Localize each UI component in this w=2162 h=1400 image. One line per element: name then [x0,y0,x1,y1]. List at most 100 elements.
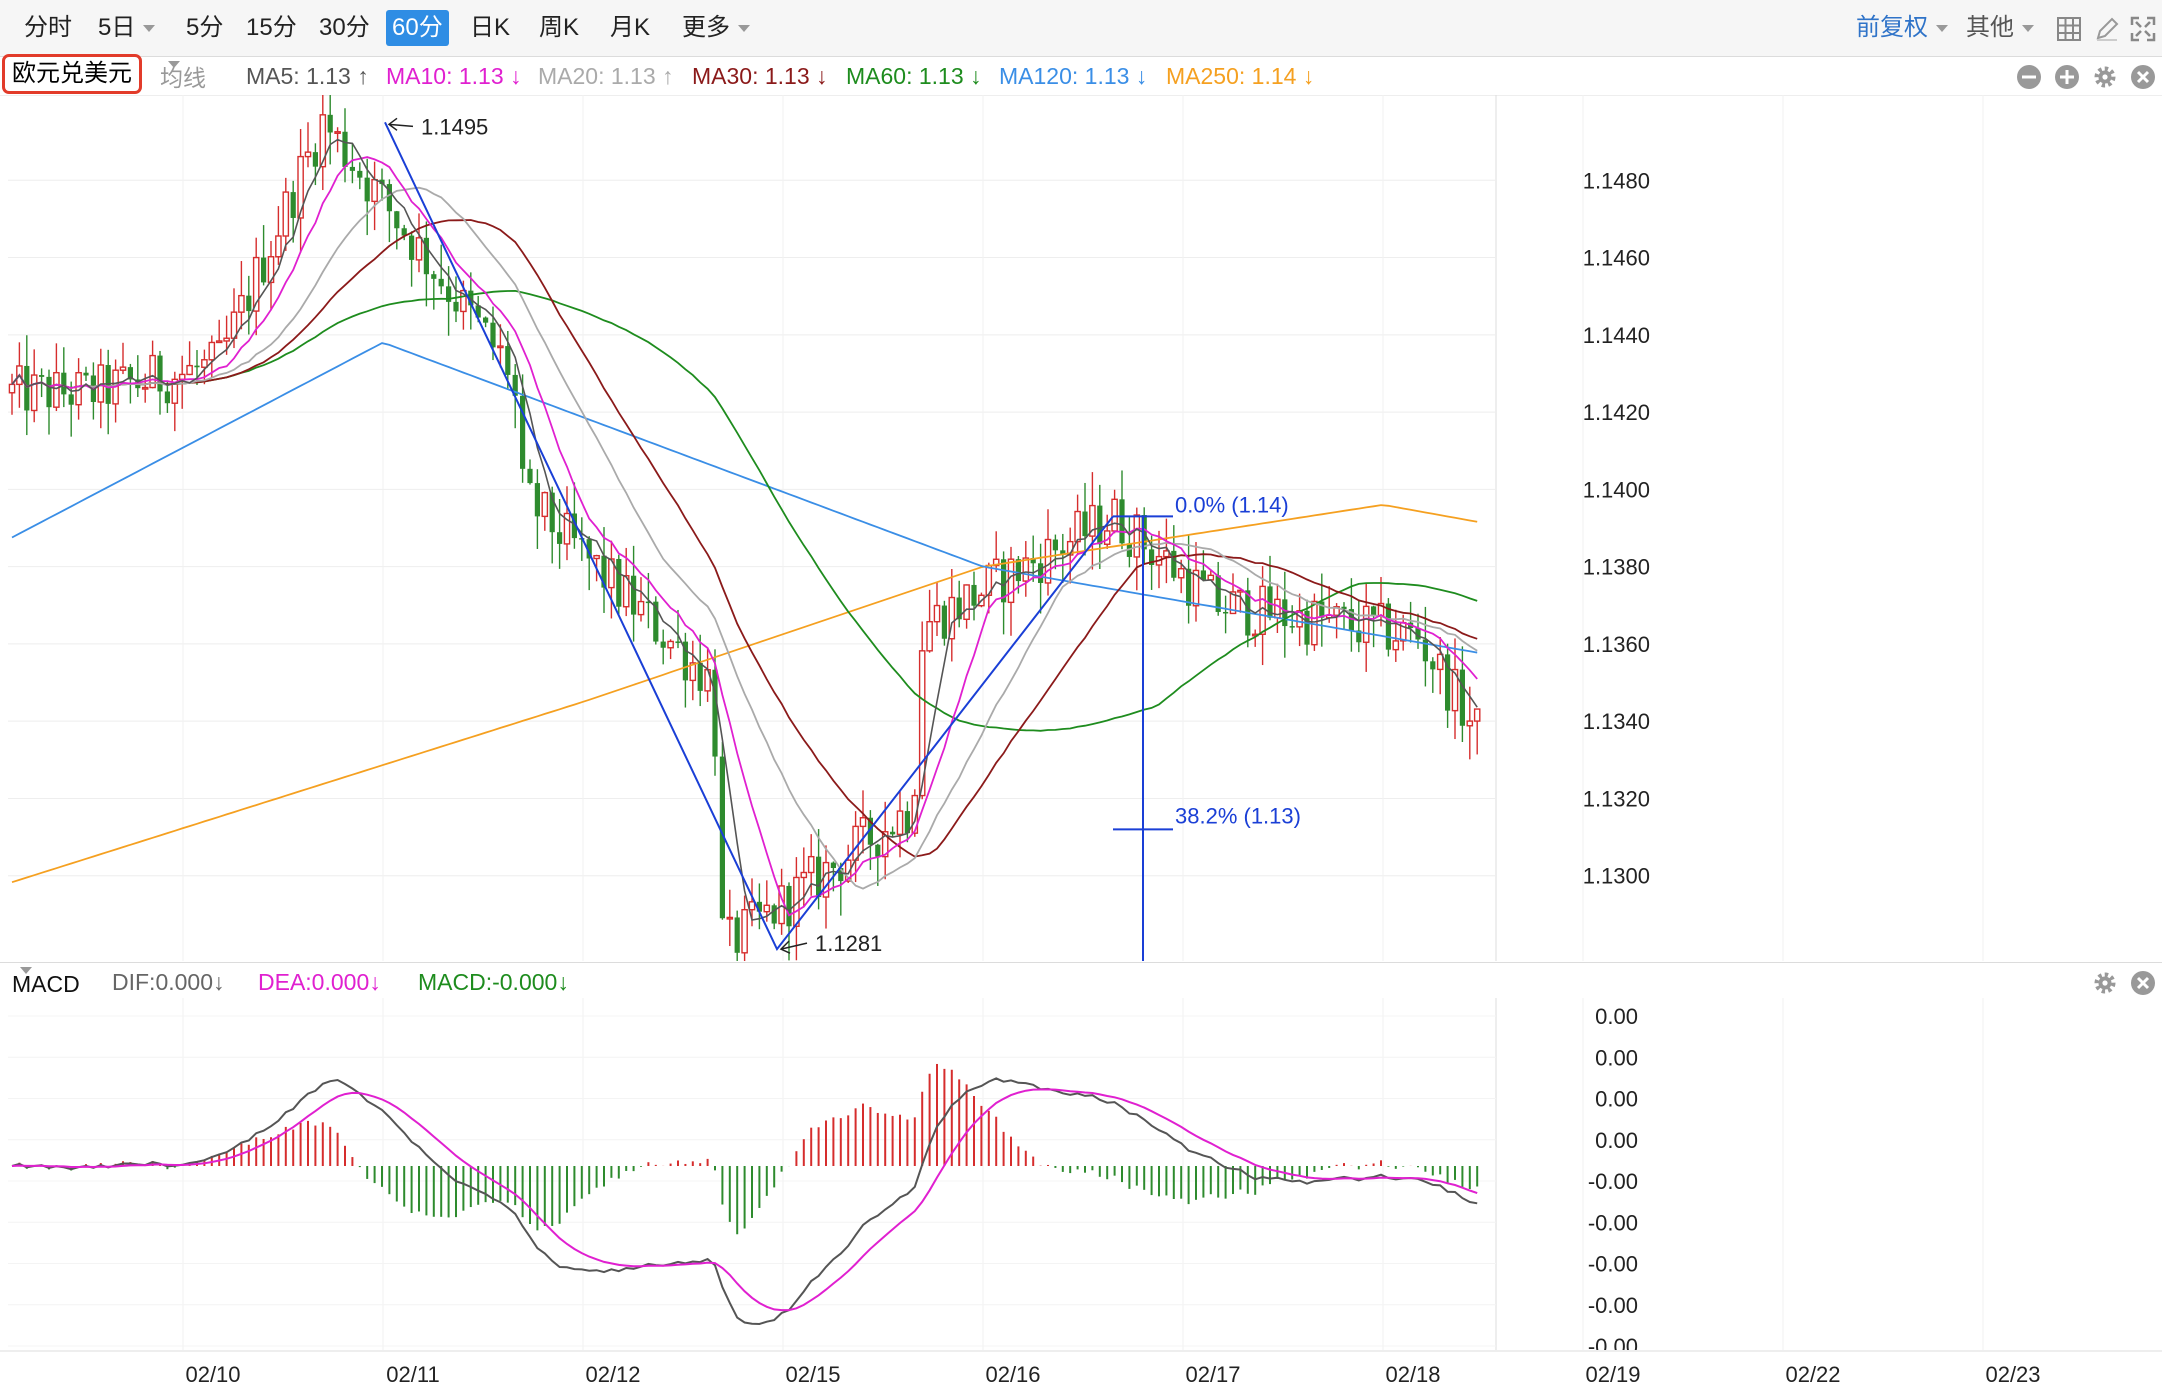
candle-body-down [1289,626,1295,628]
macd-value-legend: MACD:-0.000↓ [418,969,569,995]
chevron-down-icon [143,25,156,33]
tab-60min[interactable]: 60分 [386,10,449,46]
macd-tick-label: 0.00 [1595,1004,1638,1029]
gear-icon[interactable] [2092,970,2118,996]
candle-body-up [637,600,645,616]
candle-body-up [881,831,889,858]
candle-body-down [719,756,725,919]
date-tick-label: 02/22 [1785,1362,1840,1387]
ma-type-label: 均线 [160,65,206,91]
candle-body-down [1430,661,1436,670]
candle-body-down [1015,559,1021,582]
candle-body-up [1074,510,1081,543]
other-label: 其他 [1966,14,2014,41]
price-tick-label: 1.1420 [1583,400,1650,425]
candle-body-down [941,605,947,639]
candle-body-down [83,372,89,376]
candle-body-down [1097,505,1103,545]
macd-tick-label: -0.00 [1588,1334,1638,1350]
tab-15min[interactable]: 15分 [246,14,297,41]
candle-body-down [386,184,392,212]
candle-body-up [186,364,193,376]
low-arrow-icon [779,940,808,954]
candle-body-up [933,604,941,623]
candle-body-down [312,152,318,167]
candle-body-down [127,367,133,380]
candle-body-down [1267,586,1273,618]
candle-body-down [1149,549,1155,565]
tab-daily[interactable]: 日K [470,14,511,41]
date-tick-label: 02/18 [1385,1362,1440,1387]
candle-body-down [68,394,74,405]
candle-body-down [660,641,666,648]
candle-body-down [1422,639,1428,662]
ma120-line [11,342,1478,654]
candle-body-down [431,274,437,279]
candle-body-up [460,289,467,313]
date-axis: 02/10 02/11 02/12 02/15 02/16 02/17 02/18 02/19… [0,1350,2162,1387]
tab-monthly[interactable]: 月K [610,14,651,41]
fib-label-382: 38.2% (1.13) [1175,803,1301,828]
close-icon[interactable] [2130,970,2156,996]
candle-body-up [1044,538,1052,584]
candle-body-up [1111,498,1118,532]
date-tick-label: 02/23 [1985,1362,2040,1387]
adjust-dropdown[interactable]: 前复权 [1856,10,1948,46]
collapse-icon[interactable] [2016,64,2042,90]
candle-body-up [852,825,859,861]
candle-body-down [1119,499,1125,544]
dea-legend: DEA:0.000↓ [258,969,381,995]
dif-legend: DIF:0.000↓ [112,969,225,995]
candle-body-down [712,669,718,757]
candle-body-up [1022,557,1030,582]
candle-body-down [423,237,429,275]
tab-5day[interactable]: 5日 [92,10,161,46]
tab-5min[interactable]: 5分 [186,14,224,41]
candle-body-up [178,373,186,381]
candle-body-down [971,584,977,606]
grid-icon[interactable] [2056,16,2082,42]
candle-body-up [223,337,230,342]
candle-body-down [756,901,762,912]
macd-tick-label: 0.00 [1595,1128,1638,1153]
candle-body-up [1007,558,1015,604]
candle-body-down [1385,603,1391,650]
candle-body-up [926,620,933,652]
macd-chart: 0.00 0.00 0.00 0.00 -0.00 -0.00 -0.00 -0.00 -0.0… [8,998,1984,1350]
price-tick-label: 1.1380 [1583,555,1650,580]
date-tick-label: 02/11 [386,1362,439,1387]
low-price-label: 1.1281 [815,931,882,956]
candle-body-up [319,114,327,168]
price-tick-label: 1.1460 [1583,246,1650,271]
candle-body-up [53,371,60,408]
candle-body-up [807,855,815,874]
tab-more[interactable]: 更多 [676,10,756,46]
candle-body-down [157,355,163,392]
fullscreen-icon[interactable] [2130,16,2156,42]
candle-body-up [763,904,771,913]
candle-body-down [468,290,474,306]
price-chart: 1.1495 1.1281 0.0% (1.14) 38.2% (1.13) 1.13… [8,95,1984,961]
candle-body-down [1371,606,1377,617]
candle-body-up [149,354,156,389]
add-indicator-icon[interactable] [2054,64,2080,90]
tab-weekly[interactable]: 周K [539,14,580,41]
ma30-legend: MA30: 1.13 ↓ [692,63,828,89]
gear-icon[interactable] [2092,64,2118,90]
symbol-label[interactable]: 欧元兑美元 [2,54,142,94]
candle-body-up [1259,585,1266,635]
candle-body-down [409,235,415,260]
tab-fenshi[interactable]: 分时 [24,14,72,41]
tab-30min[interactable]: 30分 [319,14,370,41]
price-tick-label: 1.1480 [1583,168,1650,193]
other-dropdown[interactable]: 其他 [1966,10,2034,46]
candle-body-down [453,301,459,312]
pencil-icon[interactable] [2094,16,2120,42]
candle-body-down [61,372,67,395]
candle-body-down [46,376,52,408]
close-icon[interactable] [2130,64,2156,90]
candle-body-up [304,151,312,158]
candle-body-up [859,817,867,828]
dea-line [11,1088,1478,1312]
high-price-label: 1.1495 [421,114,488,139]
